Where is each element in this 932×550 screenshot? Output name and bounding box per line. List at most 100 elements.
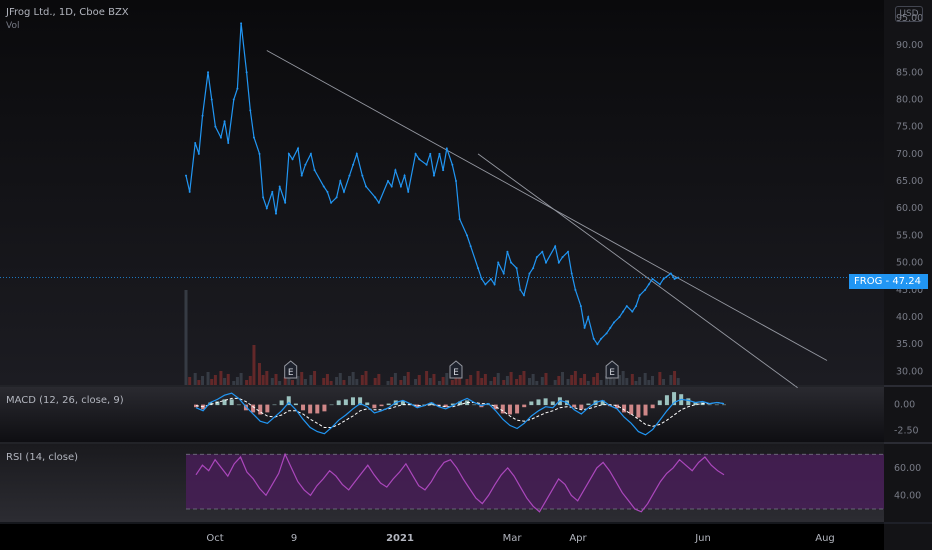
- price-point: [429, 152, 432, 155]
- price-point: [442, 169, 445, 172]
- price-point: [489, 277, 492, 280]
- price-point: [342, 190, 345, 193]
- macd-series: -2.50 0.00: [194, 392, 919, 437]
- volume-bar: [393, 373, 397, 385]
- macd-histogram-bar: [329, 404, 334, 406]
- macd-histogram-bar: [486, 404, 491, 406]
- time-tick-label: Apr: [569, 533, 587, 544]
- macd-histogram-bar: [657, 400, 662, 406]
- price-point: [274, 212, 277, 215]
- macd-histogram-bar: [450, 403, 455, 406]
- price-point: [528, 272, 531, 275]
- time-tick-label: Mar: [503, 533, 523, 544]
- price-point: [223, 120, 226, 123]
- volume-bar: [630, 374, 634, 385]
- currency-badge[interactable]: USD: [895, 6, 923, 22]
- macd-pane[interactable]: [0, 387, 884, 442]
- price-point: [605, 332, 608, 335]
- macd-histogram-bar: [515, 404, 520, 414]
- volume-bar: [505, 376, 509, 385]
- volume-bar: [583, 374, 587, 385]
- volume-bar: [210, 379, 214, 385]
- earnings-marker-label: E: [609, 368, 615, 378]
- volume-bar: [662, 379, 666, 385]
- price-point: [418, 158, 421, 161]
- volume-bar: [570, 375, 574, 385]
- volume-bar: [432, 374, 436, 385]
- price-axis-ticks: 30.00 35.00 40.00 45.00 50.00 55.00 60.00 65.00…: [896, 13, 923, 378]
- volume-bar: [425, 371, 429, 385]
- macd-histogram-bar: [622, 404, 627, 413]
- macd-histogram-bar: [293, 403, 298, 406]
- volume-bar: [300, 372, 304, 385]
- price-point: [510, 261, 513, 264]
- volume-bar: [355, 379, 359, 385]
- price-point: [535, 256, 538, 259]
- main-pane[interactable]: [0, 0, 884, 385]
- price-point: [425, 163, 428, 166]
- volume-bar: [676, 378, 680, 385]
- price-point: [387, 180, 390, 183]
- price-tick-label: 35.00: [896, 339, 923, 350]
- price-series: [185, 22, 680, 346]
- price-tick-label: 30.00: [896, 366, 923, 377]
- price-point: [497, 261, 500, 264]
- macd-histogram-bar: [529, 401, 534, 406]
- macd-histogram-bar: [693, 402, 698, 406]
- macd-histogram-bar: [500, 404, 505, 414]
- price-point: [364, 185, 367, 188]
- volume-bar: [257, 363, 261, 385]
- price-point: [271, 190, 274, 193]
- price-point: [519, 288, 522, 291]
- price-point: [374, 196, 377, 199]
- volume-bar: [386, 381, 390, 385]
- price-point: [403, 174, 406, 177]
- macd-label[interactable]: MACD (12, 26, close, 9): [6, 395, 124, 406]
- volume-bar: [651, 376, 655, 385]
- rsi-label[interactable]: RSI (14, close): [6, 452, 79, 463]
- volume-bar: [441, 377, 445, 385]
- volume-bar: [445, 373, 449, 385]
- price-point: [219, 136, 222, 139]
- price-point: [309, 152, 312, 155]
- price-point: [355, 152, 358, 155]
- trendlines[interactable]: [266, 50, 828, 389]
- macd-histogram-bar: [208, 402, 213, 406]
- price-point: [618, 316, 621, 319]
- price-point: [583, 326, 586, 329]
- macd-histogram-bar: [579, 404, 584, 410]
- price-point: [493, 283, 496, 286]
- price-point: [313, 169, 316, 172]
- volume-bar: [579, 378, 583, 385]
- macd-tick-label: -2.50: [894, 426, 919, 437]
- volume-bar: [226, 374, 230, 385]
- earnings-marker: [449, 360, 463, 379]
- price-point: [339, 180, 342, 183]
- volume-bar: [360, 375, 364, 385]
- macd-histogram-bar: [379, 404, 384, 407]
- price-point: [673, 277, 676, 280]
- volume-bar: [515, 379, 519, 385]
- rsi-tick-label: 60.00: [894, 463, 921, 474]
- volume-bar: [364, 371, 368, 385]
- volume-bar: [638, 377, 642, 385]
- macd-histogram-bar: [279, 400, 284, 406]
- price-point: [522, 294, 525, 297]
- price-point: [414, 152, 417, 155]
- volume-bar: [287, 373, 291, 385]
- macd-histogram-bar: [472, 404, 477, 406]
- volume-bar: [621, 371, 625, 385]
- price-tick-label: 80.00: [896, 94, 923, 105]
- rsi-tick-label: 40.00: [894, 490, 921, 501]
- price-tick-label: 60.00: [896, 203, 923, 214]
- macd-histogram-bar: [650, 404, 655, 409]
- volume-bar: [617, 375, 621, 385]
- symbol-title[interactable]: JFrog Ltd., 1D, Cboe BZX: [6, 7, 129, 18]
- price-point: [647, 283, 650, 286]
- price-tick-label: 45.00: [896, 285, 923, 296]
- volume-bar: [373, 378, 377, 385]
- price-point: [631, 310, 634, 313]
- price-point: [445, 147, 448, 150]
- macd-signal-line: [195, 397, 725, 428]
